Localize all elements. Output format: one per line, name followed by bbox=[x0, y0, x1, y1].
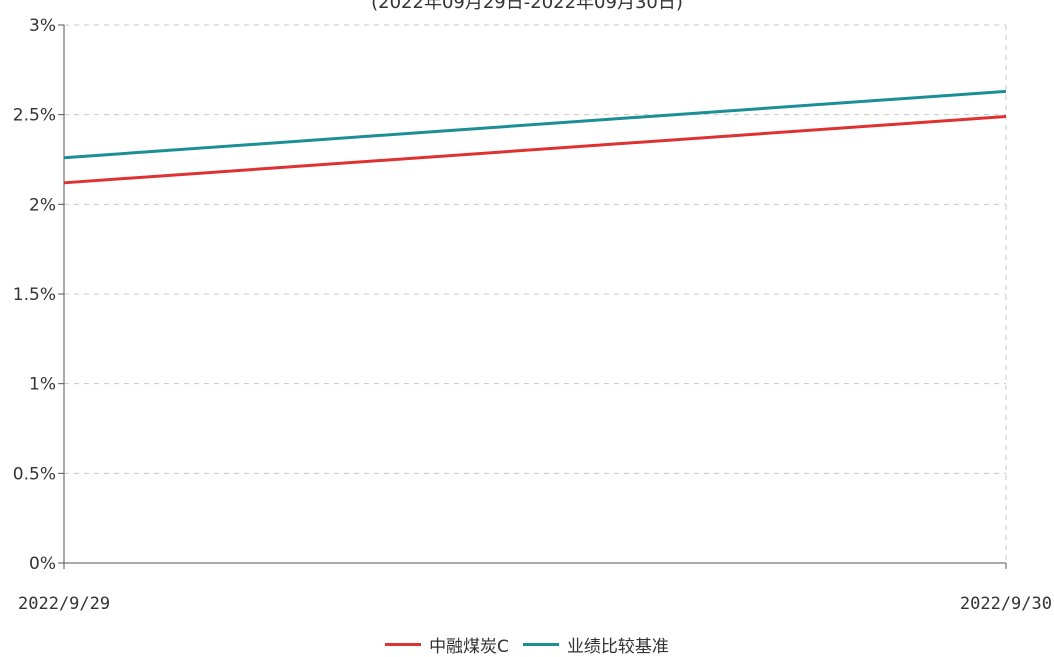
legend-swatch-series-2 bbox=[522, 643, 559, 646]
chart-title: (2022年09月29日-2022年09月30日) bbox=[371, 0, 683, 13]
y-tick-label: 3% bbox=[29, 16, 56, 36]
series-line-2 bbox=[63, 89, 1007, 160]
y-tick-label: 2% bbox=[29, 195, 56, 215]
legend-swatch-series-1 bbox=[385, 643, 422, 646]
x-tick-label: 2022/9/29 bbox=[18, 594, 110, 614]
legend: 中融煤炭C 业绩比较基准 bbox=[0, 632, 1054, 657]
y-tick-label: 1.5% bbox=[13, 285, 56, 305]
legend-item-series-1: 中融煤炭C bbox=[385, 632, 509, 657]
legend-label-series-1: 中融煤炭C bbox=[429, 637, 509, 657]
series-line-1 bbox=[63, 114, 1007, 185]
y-tick-label: 1% bbox=[29, 375, 56, 395]
y-tick-label: 0.5% bbox=[13, 464, 56, 484]
x-tick-label: 2022/9/30 bbox=[960, 594, 1052, 614]
y-tick-label: 0% bbox=[29, 554, 56, 574]
y-tick-label: 2.5% bbox=[13, 106, 56, 126]
legend-item-series-2: 业绩比较基准 bbox=[522, 632, 669, 657]
legend-label-series-2: 业绩比较基准 bbox=[566, 637, 669, 657]
